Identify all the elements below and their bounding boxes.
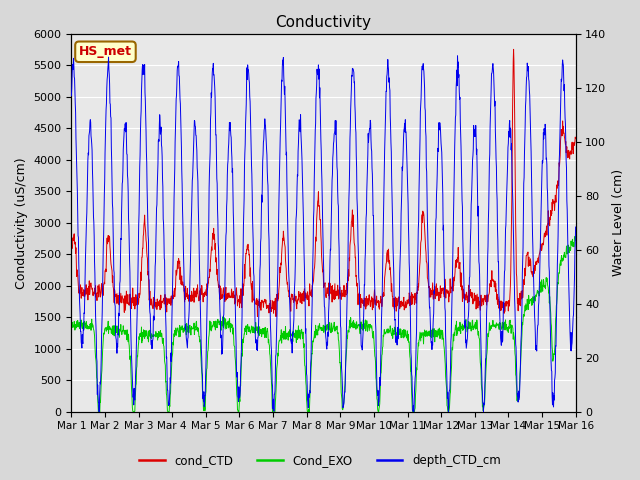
Title: Conductivity: Conductivity: [275, 15, 371, 30]
Y-axis label: Conductivity (uS/cm): Conductivity (uS/cm): [15, 157, 28, 288]
Text: HS_met: HS_met: [79, 45, 132, 58]
Y-axis label: Water Level (cm): Water Level (cm): [612, 169, 625, 276]
Legend: cond_CTD, Cond_EXO, depth_CTD_cm: cond_CTD, Cond_EXO, depth_CTD_cm: [134, 449, 506, 472]
